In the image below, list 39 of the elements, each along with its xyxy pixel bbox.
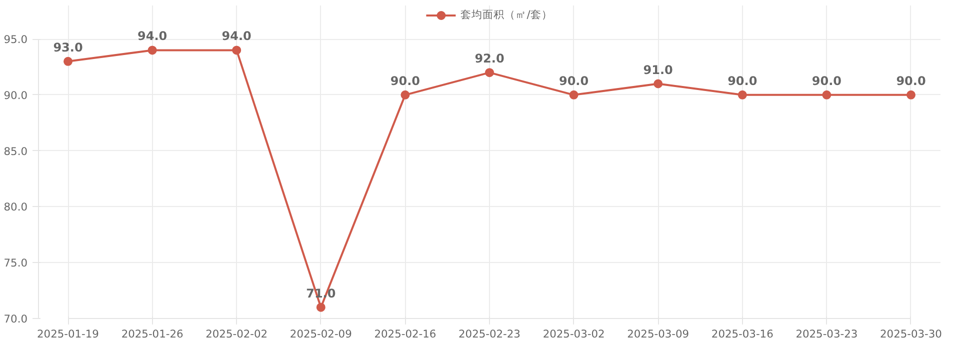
point xyxy=(232,46,242,55)
data-label: 90.0 xyxy=(812,74,842,88)
y-tick-label: 90.0 xyxy=(4,88,28,102)
x-tick-label: 2025-03-09 xyxy=(627,328,690,340)
point xyxy=(148,46,157,55)
data-label: 90.0 xyxy=(896,74,926,88)
point xyxy=(738,90,747,100)
y-tick-label: 80.0 xyxy=(4,200,28,214)
y-tick-label: 70.0 xyxy=(4,312,28,326)
point xyxy=(316,302,326,312)
x-tick-label: 2025-03-02 xyxy=(542,328,605,340)
point xyxy=(906,90,916,100)
y-tick-label: 75.0 xyxy=(4,256,28,270)
data-label: 94.0 xyxy=(138,29,168,44)
point xyxy=(485,68,494,78)
data-label: 91.0 xyxy=(643,62,673,77)
x-tick-label: 2025-02-16 xyxy=(374,328,436,340)
legend-label: 套均面积（㎡/套） xyxy=(460,8,552,22)
data-label: 93.0 xyxy=(53,40,83,54)
data-label: 92.0 xyxy=(474,52,504,66)
point xyxy=(64,56,73,66)
x-tick-label: 2025-03-16 xyxy=(711,328,774,340)
x-tick-label: 2025-03-30 xyxy=(880,328,942,340)
x-tick-label: 2025-02-09 xyxy=(290,328,352,340)
y-tick-label: 85.0 xyxy=(4,144,28,158)
point xyxy=(569,90,578,100)
x-tick-label: 2025-02-02 xyxy=(206,328,268,340)
point xyxy=(822,90,832,100)
data-label: 90.0 xyxy=(390,74,420,88)
data-label: 94.0 xyxy=(222,29,252,44)
x-tick-label: 2025-01-19 xyxy=(37,328,100,340)
y-tick-label: 95.0 xyxy=(4,33,28,46)
x-tick-label: 2025-01-26 xyxy=(121,328,184,340)
data-label: 90.0 xyxy=(728,74,758,88)
point xyxy=(400,90,410,100)
data-label: 90.0 xyxy=(558,74,589,88)
x-tick-label: 2025-02-23 xyxy=(458,328,520,340)
x-tick-label: 2025-03-23 xyxy=(796,328,858,340)
point xyxy=(654,79,663,88)
